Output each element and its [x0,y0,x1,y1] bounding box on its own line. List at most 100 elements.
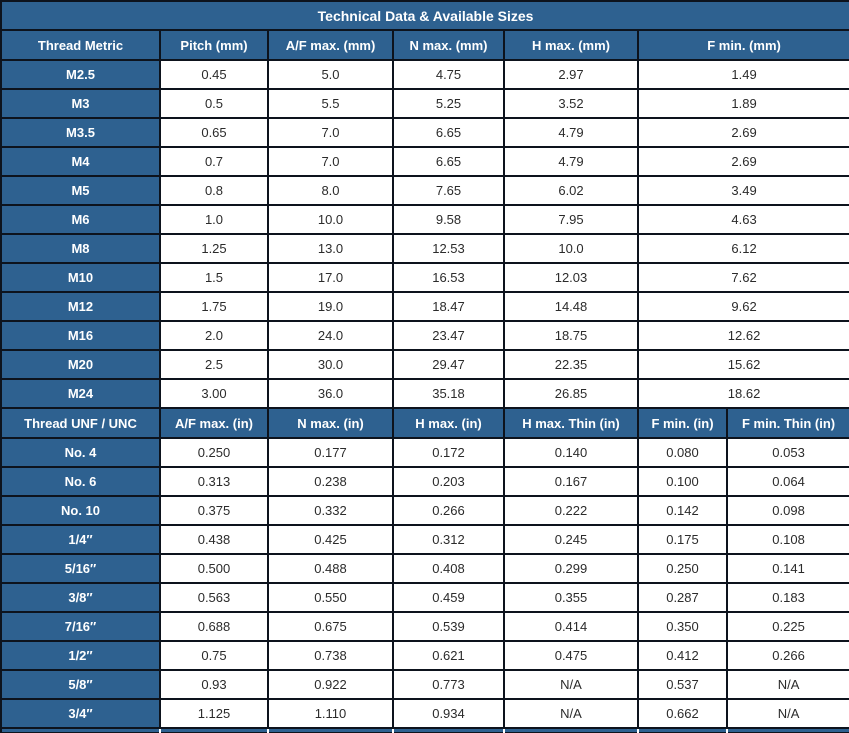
cell: 29.47 [392,349,505,380]
cell: 23.47 [392,320,505,351]
table-title: Technical Data & Available Sizes [0,0,849,31]
clipped-cell [159,727,269,733]
cell: 0.225 [725,611,849,642]
cell: 0.183 [725,582,849,613]
cell: 0.550 [267,582,394,613]
cell: 19.0 [267,291,394,322]
cell: 0.662 [637,698,728,729]
cell: 1.89 [636,88,849,119]
row-label: 7/16″ [0,611,161,642]
cell: 7.95 [503,204,639,235]
cell: 0.245 [503,524,639,555]
cell: 26.85 [503,378,639,409]
cell: N/A [725,698,849,729]
cell: 0.408 [392,553,505,584]
cell: 0.355 [503,582,639,613]
cell: 0.172 [392,437,505,468]
cell: 2.69 [636,146,849,177]
title-row: Technical Data & Available Sizes [0,0,849,31]
cell: 10.0 [267,204,394,235]
cell: 14.48 [503,291,639,322]
table-row: 7/16″ 0.688 0.675 0.539 0.414 0.350 0.225 [0,611,849,642]
cell: 0.475 [503,640,639,671]
column-header: F min. (mm) [636,29,849,61]
cell: 0.266 [725,640,849,671]
cell: 0.177 [267,437,394,468]
cell: 12.53 [392,233,505,264]
clipped-cell [267,727,394,733]
cell: 22.35 [503,349,639,380]
clipped-cell [637,727,728,733]
table-row: M6 1.0 10.0 9.58 7.95 4.63 [0,204,849,235]
cell: 0.934 [392,698,505,729]
table-row: M2.5 0.45 5.0 4.75 2.97 1.49 [0,59,849,90]
cell: 0.313 [159,466,269,497]
row-label: M4 [0,146,161,177]
cell: 0.65 [159,117,269,148]
row-label: 3/4″ [0,698,161,729]
column-header: F min. Thin (in) [725,407,849,439]
cell: 0.140 [503,437,639,468]
table-row: M12 1.75 19.0 18.47 14.48 9.62 [0,291,849,322]
cell: N/A [725,669,849,700]
column-header: N max. (mm) [392,29,505,61]
cell: 1.125 [159,698,269,729]
cell: 3.52 [503,88,639,119]
table-row: No. 4 0.250 0.177 0.172 0.140 0.080 0.053 [0,437,849,468]
cell: 17.0 [267,262,394,293]
cell: 1.110 [267,698,394,729]
row-label: 5/16″ [0,553,161,584]
cell: 1.25 [159,233,269,264]
cell: N/A [503,669,639,700]
cell: 0.064 [725,466,849,497]
column-header: H max. (mm) [503,29,639,61]
column-header: N max. (in) [267,407,394,439]
cell: 36.0 [267,378,394,409]
cell: 9.62 [636,291,849,322]
cell: 2.0 [159,320,269,351]
cell: 4.79 [503,117,639,148]
cell: 6.12 [636,233,849,264]
header-row-unf_unc: Thread UNF / UNC A/F max. (in) N max. (in)… [0,407,849,439]
cell: 0.93 [159,669,269,700]
cell: 0.266 [392,495,505,526]
row-label: M20 [0,349,161,380]
cell: 30.0 [267,349,394,380]
cell: 0.7 [159,146,269,177]
row-label: M16 [0,320,161,351]
cell: 0.675 [267,611,394,642]
cell: 18.47 [392,291,505,322]
cell: 0.080 [637,437,728,468]
clipped-cell [0,727,161,733]
row-label: 1/4″ [0,524,161,555]
table-row: M20 2.5 30.0 29.47 22.35 15.62 [0,349,849,380]
cell: 0.312 [392,524,505,555]
row-label: 5/8″ [0,669,161,700]
cell: 0.488 [267,553,394,584]
cell: 0.238 [267,466,394,497]
table-row: M16 2.0 24.0 23.47 18.75 12.62 [0,320,849,351]
cell: 2.69 [636,117,849,148]
row-label: M24 [0,378,161,409]
cell: 12.62 [636,320,849,351]
cell: 0.412 [637,640,728,671]
cell: 18.75 [503,320,639,351]
column-header: H max. Thin (in) [503,407,639,439]
cell: 0.108 [725,524,849,555]
cell: 7.0 [267,117,394,148]
cell: 0.45 [159,59,269,90]
cell: 7.0 [267,146,394,177]
cell: 24.0 [267,320,394,351]
row-label: M10 [0,262,161,293]
cell: 9.58 [392,204,505,235]
cell: 0.222 [503,495,639,526]
cell: 0.203 [392,466,505,497]
cell: 0.459 [392,582,505,613]
cell: 1.75 [159,291,269,322]
cell: 0.100 [637,466,728,497]
cell: 6.65 [392,117,505,148]
table-row: No. 6 0.313 0.238 0.203 0.167 0.100 0.064 [0,466,849,497]
cell: 4.75 [392,59,505,90]
